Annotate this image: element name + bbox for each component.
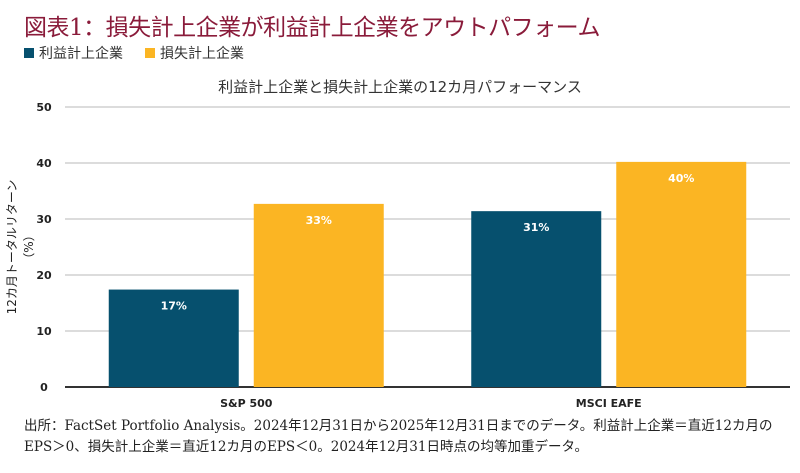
y-tick-label: 0 — [40, 381, 48, 394]
y-tick-label: 50 — [36, 101, 52, 114]
legend: 利益計上企業 損失計上企業 — [24, 43, 244, 63]
y-tick-label: 10 — [36, 325, 52, 338]
chart-title: 利益計上企業と損失計上企業の12カ月パフォーマンス — [218, 78, 582, 96]
bar — [616, 161, 747, 387]
data-label: 33% — [306, 214, 332, 227]
figure-title: 図表1：損失計上企業が利益計上企業をアウトパフォーム — [24, 15, 600, 41]
source-note: 出所：FactSet Portfolio Analysis。2024年12月31… — [24, 418, 773, 455]
data-label: 31% — [523, 221, 549, 234]
legend-label: 利益計上企業 — [39, 46, 123, 62]
x-tick-label: S&P 500 — [220, 397, 273, 410]
legend-item-unprofitable: 損失計上企業 — [145, 43, 244, 63]
x-tick-label: MSCI EAFE — [576, 397, 642, 410]
legend-label: 損失計上企業 — [160, 46, 244, 62]
legend-swatch — [145, 48, 155, 58]
legend-item-profitable: 利益計上企業 — [24, 43, 123, 63]
bar — [253, 203, 384, 387]
data-label: 17% — [161, 300, 187, 313]
y-tick-label: 40 — [36, 157, 52, 170]
bar — [108, 289, 239, 387]
y-tick-label: 20 — [36, 269, 52, 282]
bar — [471, 211, 602, 387]
y-tick-label: 30 — [36, 213, 52, 226]
legend-swatch — [24, 48, 34, 58]
data-label: 40% — [668, 172, 694, 185]
